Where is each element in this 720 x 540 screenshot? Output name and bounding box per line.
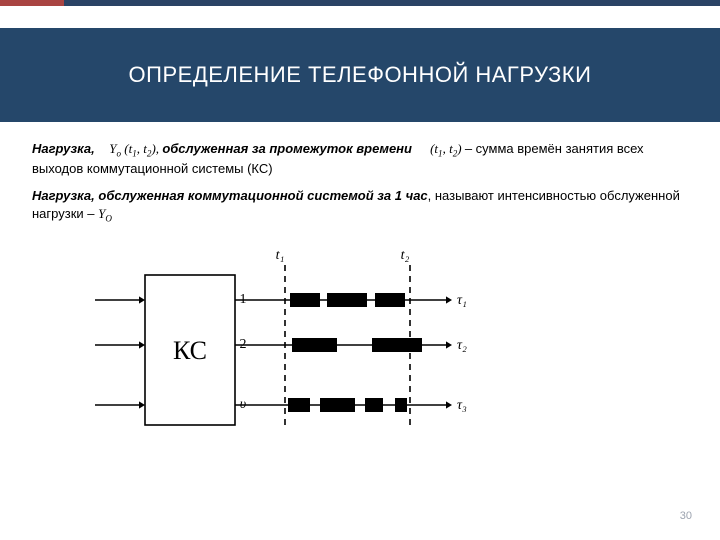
p2-Y: YO (98, 206, 112, 221)
p1-space (98, 141, 105, 156)
accent-bar-left (0, 0, 64, 6)
p1-args-mid: , t (137, 141, 147, 156)
p1-interval: (t1, t2) (430, 141, 465, 156)
diagram-container: КС t₁ t₂ 1 2 υ τ₁ τ₂ τ₃ (32, 235, 688, 450)
kc-diagram: КС t₁ t₂ 1 2 υ τ₁ τ₂ τ₃ (60, 245, 490, 445)
p1-Ysub: o (117, 149, 122, 159)
svg-text:1: 1 (240, 292, 247, 307)
paragraph-1: Нагрузка, Yo (t1, t2), обслуженная за пр… (32, 140, 688, 177)
p1-formula: Yo (t1, t2), (109, 141, 162, 156)
p1-comma: , (443, 141, 446, 156)
p2-lead: Нагрузка, обслуженная коммутационной сис… (32, 188, 428, 203)
svg-text:КС: КС (173, 336, 207, 365)
svg-text:2: 2 (240, 337, 247, 352)
page-title: ОПРЕДЕЛЕНИЕ ТЕЛЕФОННОЙ НАГРУЗКИ (40, 62, 680, 88)
svg-text:υ: υ (240, 397, 246, 412)
svg-text:τ₁: τ₁ (457, 293, 467, 308)
p1-lead: Нагрузка, (32, 141, 95, 156)
content-area: Нагрузка, Yo (t1, t2), обслуженная за пр… (0, 122, 720, 450)
p1-tail-line2: выходов коммутационной системы (КС) (32, 161, 273, 176)
svg-text:t₂: t₂ (401, 248, 410, 263)
p2-Ysub: O (105, 214, 112, 224)
p1-args-close: ), (151, 141, 159, 156)
svg-text:t₁: t₁ (276, 248, 285, 263)
p1-rest: обслуженная за промежуток времени (162, 141, 412, 156)
svg-text:τ₂: τ₂ (457, 338, 467, 353)
p1-paren-close: ) (457, 141, 461, 156)
page-number: 30 (680, 510, 692, 522)
svg-text:τ₃: τ₃ (457, 398, 467, 413)
accent-bar-right (64, 0, 720, 6)
p1-tail-intro: – сумма времён занятия всех (465, 141, 644, 156)
top-accent-bar (0, 0, 720, 6)
p1-Y: Y (109, 141, 116, 156)
paragraph-2: Нагрузка, обслуженная коммутационной сис… (32, 187, 688, 224)
title-band: ОПРЕДЕЛЕНИЕ ТЕЛЕФОННОЙ НАГРУЗКИ (0, 28, 720, 122)
p1-gap (416, 141, 427, 156)
